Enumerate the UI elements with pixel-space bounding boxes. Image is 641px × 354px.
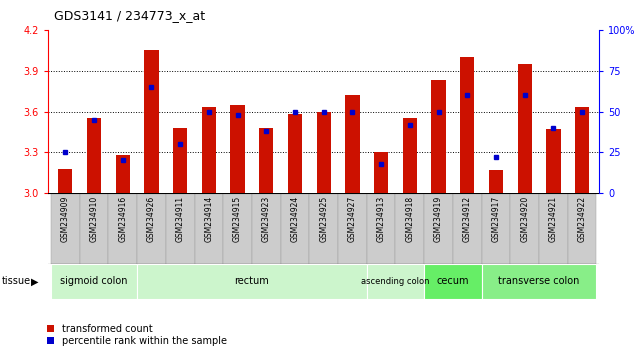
Text: GSM234919: GSM234919 bbox=[434, 196, 443, 242]
Text: sigmoid colon: sigmoid colon bbox=[60, 276, 128, 286]
Bar bbox=[367, 264, 424, 299]
Bar bbox=[173, 128, 187, 193]
Text: ascending colon: ascending colon bbox=[362, 277, 429, 286]
Bar bbox=[395, 193, 424, 264]
Text: GSM234910: GSM234910 bbox=[90, 196, 99, 242]
Legend: transformed count, percentile rank within the sample: transformed count, percentile rank withi… bbox=[47, 324, 227, 346]
Bar bbox=[223, 193, 252, 264]
Bar bbox=[144, 51, 158, 193]
Text: GSM234918: GSM234918 bbox=[405, 196, 414, 242]
Bar bbox=[58, 169, 72, 193]
Text: GDS3141 / 234773_x_at: GDS3141 / 234773_x_at bbox=[54, 9, 206, 22]
Bar bbox=[460, 57, 474, 193]
Text: GSM234913: GSM234913 bbox=[377, 196, 386, 242]
Text: GSM234915: GSM234915 bbox=[233, 196, 242, 242]
Text: GSM234914: GSM234914 bbox=[204, 196, 213, 242]
Bar bbox=[481, 264, 597, 299]
Bar bbox=[345, 95, 360, 193]
Text: GSM234916: GSM234916 bbox=[118, 196, 127, 242]
Bar bbox=[259, 128, 274, 193]
Text: tissue: tissue bbox=[2, 276, 31, 286]
Text: GSM234923: GSM234923 bbox=[262, 196, 271, 242]
Text: GSM234922: GSM234922 bbox=[578, 196, 587, 242]
Bar bbox=[252, 193, 281, 264]
Text: GSM234921: GSM234921 bbox=[549, 196, 558, 242]
Bar bbox=[288, 114, 302, 193]
Bar bbox=[568, 193, 597, 264]
Bar bbox=[108, 193, 137, 264]
Text: ▶: ▶ bbox=[31, 276, 38, 286]
Bar bbox=[79, 193, 108, 264]
Bar bbox=[510, 193, 539, 264]
Bar bbox=[546, 129, 561, 193]
Bar bbox=[481, 193, 510, 264]
Text: GSM234920: GSM234920 bbox=[520, 196, 529, 242]
Bar bbox=[137, 193, 166, 264]
Bar bbox=[310, 193, 338, 264]
Text: transverse colon: transverse colon bbox=[498, 276, 579, 286]
Text: GSM234926: GSM234926 bbox=[147, 196, 156, 242]
Bar bbox=[202, 108, 216, 193]
Text: rectum: rectum bbox=[235, 276, 269, 286]
Bar bbox=[431, 80, 445, 193]
Bar bbox=[374, 152, 388, 193]
Text: GSM234912: GSM234912 bbox=[463, 196, 472, 242]
Bar bbox=[230, 105, 245, 193]
Text: GSM234925: GSM234925 bbox=[319, 196, 328, 242]
Bar bbox=[281, 193, 310, 264]
Text: cecum: cecum bbox=[437, 276, 469, 286]
Bar bbox=[51, 264, 137, 299]
Bar bbox=[367, 193, 395, 264]
Bar bbox=[338, 193, 367, 264]
Bar bbox=[517, 64, 532, 193]
Text: GSM234924: GSM234924 bbox=[290, 196, 299, 242]
Bar bbox=[115, 155, 130, 193]
Bar bbox=[575, 108, 589, 193]
Text: GSM234917: GSM234917 bbox=[492, 196, 501, 242]
Bar bbox=[194, 193, 223, 264]
Bar bbox=[317, 112, 331, 193]
Bar bbox=[424, 193, 453, 264]
Bar bbox=[403, 118, 417, 193]
Bar bbox=[424, 264, 481, 299]
Bar bbox=[453, 193, 481, 264]
Text: GSM234909: GSM234909 bbox=[61, 196, 70, 242]
Text: GSM234927: GSM234927 bbox=[348, 196, 357, 242]
Text: GSM234911: GSM234911 bbox=[176, 196, 185, 242]
Bar bbox=[137, 264, 367, 299]
Bar bbox=[489, 170, 503, 193]
Bar bbox=[51, 193, 79, 264]
Bar bbox=[166, 193, 194, 264]
Bar bbox=[87, 118, 101, 193]
Bar bbox=[539, 193, 568, 264]
